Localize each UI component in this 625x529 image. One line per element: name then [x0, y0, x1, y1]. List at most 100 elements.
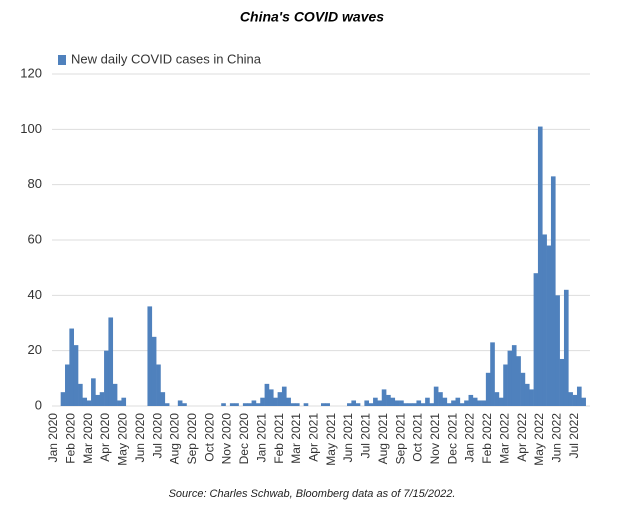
x-tick-label: Feb 2021	[272, 413, 286, 464]
bar	[407, 403, 413, 406]
legend-swatch	[58, 55, 66, 65]
bar	[69, 328, 74, 406]
bar	[60, 392, 66, 406]
bar	[121, 397, 127, 406]
bar	[529, 389, 534, 406]
bar	[347, 403, 352, 406]
x-tick-label: Aug 2021	[376, 413, 390, 465]
bar	[377, 400, 383, 406]
bar	[429, 403, 435, 406]
x-tick-label: Oct 2021	[411, 413, 425, 462]
bar	[524, 383, 530, 406]
bar	[412, 403, 417, 406]
bar	[268, 389, 274, 406]
bar	[533, 273, 539, 406]
bar	[390, 397, 396, 406]
bar	[86, 400, 92, 406]
x-tick-label: Jan 2022	[463, 413, 477, 463]
x-tick-label: Mar 2020	[81, 413, 95, 464]
bar	[160, 392, 166, 406]
bar	[394, 400, 400, 406]
bar	[537, 126, 543, 407]
bar	[516, 356, 521, 406]
y-tick-label: 60	[28, 231, 42, 246]
bar	[156, 364, 161, 406]
y-tick-label: 0	[35, 397, 42, 412]
bar	[494, 392, 500, 406]
x-tick-label: Jun 2020	[133, 413, 147, 463]
x-tick-label: Oct 2020	[202, 413, 216, 462]
bar	[386, 394, 391, 406]
y-tick-label: 80	[28, 176, 42, 191]
bar	[416, 400, 422, 406]
bar	[451, 400, 456, 406]
bar	[91, 378, 96, 406]
bar	[477, 400, 482, 406]
y-tick-label: 100	[20, 121, 42, 136]
bar	[446, 403, 452, 406]
x-tick-label: Feb 2022	[480, 413, 494, 464]
bar	[572, 394, 578, 406]
bar	[373, 397, 378, 406]
bar	[403, 403, 409, 406]
x-tick-label: Jan 2020	[46, 413, 60, 463]
x-tick-label: Apr 2021	[306, 413, 320, 462]
bar	[234, 403, 239, 406]
bar	[568, 392, 573, 406]
bar	[177, 400, 183, 406]
bar	[321, 403, 326, 406]
bar	[399, 400, 404, 406]
bar	[325, 403, 330, 406]
bar	[559, 358, 565, 406]
bar	[503, 364, 508, 406]
y-tick-label: 40	[28, 287, 42, 302]
bar	[73, 345, 79, 406]
x-tick-label: May 2021	[324, 413, 338, 466]
bar	[242, 403, 248, 406]
x-tick-label: Mar 2021	[289, 413, 303, 464]
bar	[95, 394, 101, 406]
x-tick-label: Apr 2022	[515, 413, 529, 462]
x-tick-label: Aug 2020	[168, 413, 182, 465]
y-tick-label: 20	[28, 342, 42, 357]
bar	[164, 403, 170, 406]
x-tick-label: Dec 2021	[445, 413, 459, 465]
bar	[182, 403, 187, 406]
chart-title: China's COVID waves	[240, 9, 384, 25]
bar	[490, 342, 495, 406]
bar	[550, 176, 556, 406]
bar	[576, 386, 582, 406]
bar	[151, 336, 157, 406]
bar	[420, 403, 426, 406]
bar	[485, 372, 491, 406]
legend-label: New daily COVID cases in China	[71, 51, 262, 66]
x-tick-label: Nov 2021	[428, 413, 442, 465]
bar	[281, 386, 287, 406]
x-tick-label: May 2022	[532, 413, 546, 466]
bar	[260, 397, 265, 406]
bar	[277, 392, 283, 406]
x-tick-label: Jan 2021	[254, 413, 268, 463]
x-tick-label: Feb 2020	[64, 413, 78, 464]
x-tick-label: Jun 2021	[341, 413, 355, 463]
bar	[555, 295, 560, 406]
bar	[442, 397, 448, 406]
bar	[247, 403, 252, 406]
bar	[251, 400, 257, 406]
bar	[78, 383, 83, 406]
bar	[112, 383, 118, 406]
bar	[368, 403, 374, 406]
bar	[273, 397, 278, 406]
x-tick-label: Jul 2022	[567, 413, 581, 459]
y-tick-label: 120	[20, 65, 42, 80]
x-tick-label: Mar 2022	[497, 413, 511, 464]
bar	[542, 234, 547, 406]
bar	[65, 364, 70, 406]
bar	[147, 306, 153, 406]
bar	[433, 386, 439, 406]
source-note: Source: Charles Schwab, Bloomberg data a…	[169, 488, 456, 500]
bar	[290, 403, 296, 406]
bar	[481, 400, 487, 406]
x-tick-label: Sep 2020	[185, 413, 199, 465]
